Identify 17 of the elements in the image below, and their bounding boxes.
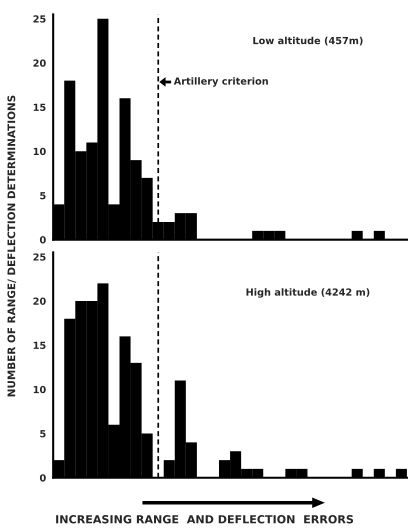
annotation: Artillery criterion [174, 77, 268, 87]
y-tick-label: 10 [34, 148, 46, 156]
y-tick-label: 25 [33, 15, 46, 23]
y-axis-title: NUMBER OF RANGE/ DEFLECTION DETERMINATIONS [7, 96, 16, 396]
y-tick-label: 0 [40, 236, 46, 244]
y-tick-label: 0 [40, 474, 46, 482]
y-tick-label: 5 [40, 192, 46, 200]
y-tick-label: 15 [34, 104, 46, 111]
y-tick-label: 25 [33, 253, 46, 261]
y-tick-label: 5 [40, 430, 46, 438]
x-axis-title: INCREASING RANGE AND DEFLECTION ERRORS [56, 515, 354, 524]
y-tick-label: 20 [33, 298, 46, 305]
y-tick-label: 15 [34, 342, 46, 350]
annotation: High altitude (4242 m) [246, 288, 370, 298]
y-tick-label: 10 [34, 386, 46, 394]
y-tick-label: 20 [33, 59, 46, 67]
annotation: Low altitude (457m) [253, 36, 363, 46]
